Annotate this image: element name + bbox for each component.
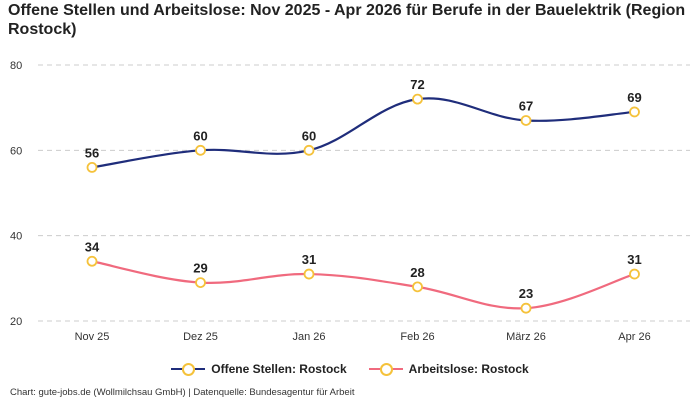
data-label-s0-5: 69 [627, 90, 641, 105]
data-point-s1-2 [303, 268, 315, 280]
legend-item-1: Arbeitslose: Rostock [368, 362, 529, 376]
data-label-s1-1: 29 [193, 261, 207, 276]
data-label-s1-3: 28 [410, 265, 424, 280]
legend-swatch-1 [368, 362, 403, 376]
y-tick-label-20: 20 [10, 316, 22, 328]
legend-label-1: Arbeitslose: Rostock [408, 362, 529, 376]
x-tick-label-1: Dez 25 [183, 331, 218, 343]
data-point-s0-3 [412, 93, 423, 105]
data-point-s0-5 [629, 106, 640, 118]
chart-title: Offene Stellen und Arbeitslose: Nov 2025… [8, 2, 686, 38]
data-label-s0-2: 60 [302, 128, 316, 143]
chart-legend: Offene Stellen: Rostock Arbeitslose: Rost… [0, 362, 700, 376]
data-point-s1-4 [520, 302, 532, 314]
data-point-s1-0 [86, 255, 98, 267]
data-label-s0-3: 72 [410, 77, 424, 92]
data-label-s1-5: 31 [627, 252, 641, 267]
data-point-s0-2 [303, 144, 315, 156]
data-label-s0-4: 67 [519, 98, 533, 113]
y-tick-label-40: 40 [10, 231, 22, 243]
data-label-s0-1: 60 [193, 128, 207, 143]
data-label-s0-0: 56 [85, 145, 99, 160]
x-tick-label-3: Feb 26 [400, 331, 434, 343]
legend-item-0: Offene Stellen: Rostock [171, 362, 347, 376]
data-point-s0-0 [86, 161, 98, 173]
data-point-s0-4 [520, 115, 532, 126]
chart-footer: Chart: gute-jobs.de (Wollmilchsau GmbH) … [10, 387, 355, 398]
x-tick-label-2: Jan 26 [292, 331, 325, 343]
x-tick-label-0: Nov 25 [75, 331, 110, 343]
data-point-s1-1 [195, 277, 206, 289]
y-tick-label-60: 60 [10, 145, 22, 157]
data-point-s1-5 [629, 268, 640, 280]
x-tick-label-5: Apr 26 [618, 331, 650, 343]
data-label-s1-2: 31 [302, 252, 316, 267]
series-line-0 [91, 97, 635, 169]
data-label-s1-4: 23 [519, 286, 533, 301]
legend-label-0: Offene Stellen: Rostock [211, 362, 347, 376]
legend-swatch-0 [171, 362, 206, 376]
data-point-s1-3 [412, 281, 423, 293]
data-label-s1-0: 34 [85, 239, 100, 254]
data-point-s0-1 [195, 144, 206, 156]
x-tick-label-4: März 26 [506, 331, 546, 343]
series-line-1 [91, 260, 635, 310]
y-tick-label-80: 80 [10, 60, 22, 72]
